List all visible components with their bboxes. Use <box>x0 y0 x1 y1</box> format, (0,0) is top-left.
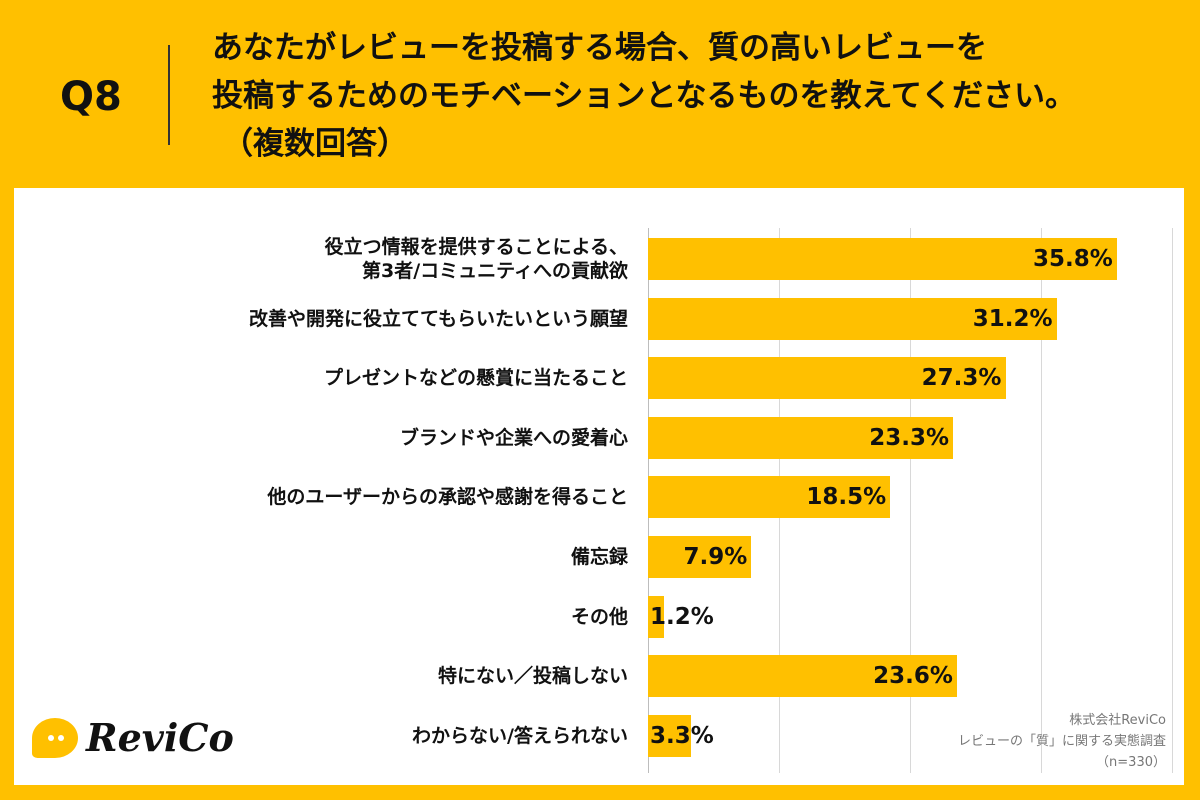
category-label: その他 <box>570 605 628 628</box>
source-survey: レビューの「質」に関する実態調査 <box>957 734 1166 749</box>
source-sample: （n=330） <box>1096 755 1166 770</box>
bar <box>648 536 752 578</box>
category-label: 他のユーザーからの承認や感謝を得ること <box>267 486 628 509</box>
value-label: 35.8% <box>1032 246 1113 272</box>
source-company: 株式会社ReviCo <box>1069 713 1166 728</box>
category-label: プレゼントなどの懸賞に当たること <box>323 367 628 390</box>
bar <box>648 476 891 519</box>
title-line-1: あなたがレビューを投稿する場合、質の高いレビューを <box>212 30 987 66</box>
category-label: 改善や開発に役立ててもらいたいという願望 <box>248 307 628 330</box>
value-label: 1.2% <box>650 603 714 630</box>
value-label: 31.2% <box>972 305 1053 332</box>
value-label: 27.3% <box>921 365 1002 392</box>
bar <box>648 714 692 757</box>
title-divider <box>168 45 170 145</box>
source-note: 株式会社ReviCo レビューの「質」に関する実態調査 （n=330） <box>958 710 1166 773</box>
value-label: 23.6% <box>873 663 953 690</box>
category-label: ブランドや企業への愛着心 <box>399 426 628 449</box>
bar <box>648 595 664 638</box>
grid-line <box>1172 228 1173 773</box>
grid-line <box>1041 228 1042 773</box>
bar <box>648 416 954 459</box>
category-label: 備忘録 <box>570 546 628 568</box>
bar <box>648 655 958 698</box>
value-label: 18.5% <box>806 484 887 511</box>
speech-bubble-icon <box>32 717 78 758</box>
bar <box>648 238 1117 280</box>
category-label: 役立つ情報を提供することによる、 第3者/コミュニティへの貢献欲 <box>324 236 628 282</box>
question-number: Q8 <box>60 74 122 120</box>
chart-panel: 役立つ情報を提供することによる、 第3者/コミュニティへの貢献欲 35.8% 改善や… <box>14 188 1184 785</box>
value-label: 23.3% <box>869 424 950 451</box>
bar <box>648 357 1006 400</box>
title-line-2: 投稿するためのモチベーションとなるものを教えてください。 <box>212 78 1076 114</box>
revico-logo: ReviCo <box>32 715 234 760</box>
value-label: 7.9% <box>683 544 748 570</box>
logo-text: ReviCo <box>86 715 234 760</box>
grid-line <box>910 228 911 773</box>
category-label: 特にない／投稿しない <box>437 665 628 688</box>
title-line-3: （複数回答） <box>222 126 408 162</box>
category-label: わからない/答えられない <box>412 724 628 747</box>
bar <box>648 297 1057 340</box>
value-label: 3.3% <box>650 722 714 749</box>
question-title: あなたがレビューを投稿する場合、質の高いレビューを 投稿するためのモチベーション… <box>212 24 1076 168</box>
